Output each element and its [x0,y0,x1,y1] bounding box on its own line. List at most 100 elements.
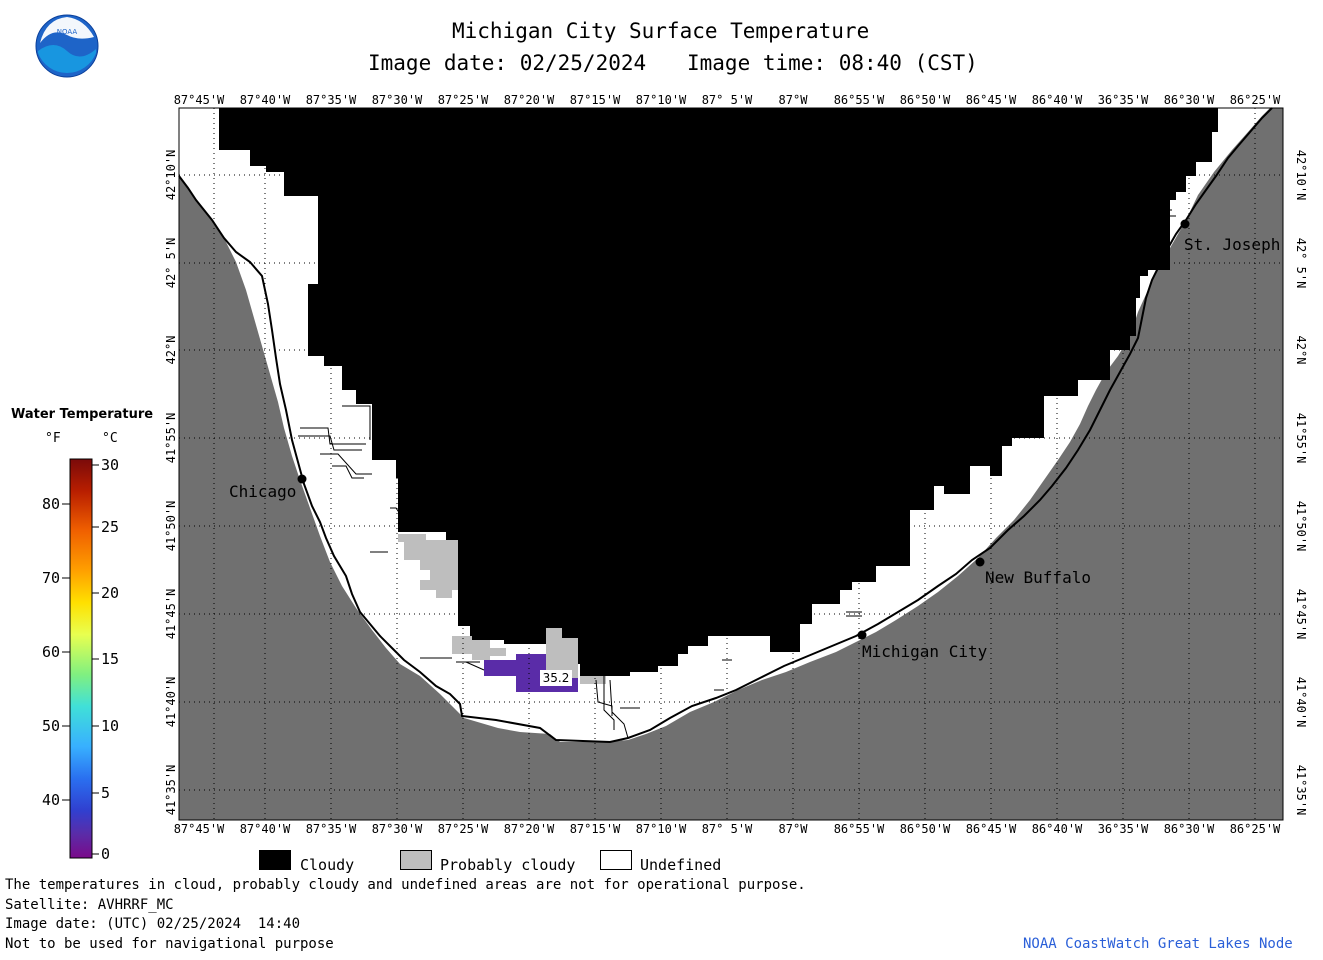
latitude-label-right: 41°55'N [1294,413,1308,464]
coastline-fragments [298,209,1176,739]
longitude-label-bottom: 87°25'W [438,822,489,836]
cloudy-swatch [259,850,291,870]
longitude-label-bottom: 86°45'W [966,822,1017,836]
fahrenheit-tick-label: 70 [42,569,60,587]
city-label-chicago: Chicago [229,482,296,501]
longitude-label-bottom: 87°35'W [306,822,357,836]
longitude-label-top: 36°35'W [1098,93,1149,107]
temperature-reading: 35.2 [543,671,570,685]
longitude-label-bottom: 86°55'W [834,822,885,836]
celsius-tick-label: 30 [101,456,119,474]
longitude-label-top: 86°45'W [966,93,1017,107]
cloudy-label: Cloudy [300,856,355,874]
latitude-label-right: 41°40'N [1294,677,1308,728]
longitude-label-top: 87°W [779,93,809,107]
longitude-label-bottom: 86°40'W [1032,822,1083,836]
michigan-city-marker [857,630,867,640]
longitude-label-top: 87°20'W [504,93,555,107]
celsius-tick-label: 10 [101,717,119,735]
latitude-labels-left: 42°10'N 42° 5'N 42°N 41°55'N 41°50'N 41°45'N 4… [164,150,178,816]
latitude-label-left: 41°35'N [164,765,178,816]
image-date: Image date: 02/25/2024 [368,51,647,75]
undefined-label: Undefined [640,856,722,874]
attribution-link[interactable]: NOAA CoastWatch Great Lakes Node [1023,936,1293,952]
longitude-label-top: 87°15'W [570,93,621,107]
longitude-label-top: 87°40'W [240,93,291,107]
legend-title: Water Temperature [11,407,154,422]
latitude-label-right: 41°50'N [1294,501,1308,552]
longitude-label-top: 87°30'W [372,93,423,107]
celsius-tick-label: 25 [101,518,119,536]
latitude-label-left: 41°50'N [164,501,178,552]
latitude-label-left: 42° 5'N [164,238,178,289]
longitude-label-bottom: 87°15'W [570,822,621,836]
navigation-warning: Not to be used for navigational purpose [5,936,334,952]
longitude-label-bottom: 87°40'W [240,822,291,836]
probably-cloudy-label: Probably cloudy [440,856,576,874]
disclaimer-text: The temperatures in cloud, probably clou… [5,877,806,893]
city-label-new-buffalo: New Buffalo [985,568,1091,587]
longitude-label-bottom: 36°35'W [1098,822,1149,836]
fahrenheit-tick-label: 40 [42,791,60,809]
temp-label-box [540,670,572,686]
celsius-ticks: 30 25 20 15 10 5 0 [92,456,119,863]
longitude-label-bottom: 87°45'W [174,822,225,836]
longitude-label-top: 86°25'W [1230,93,1281,107]
city-label-st-joseph: St. Joseph [1184,235,1280,254]
latitude-label-left: 42°N [164,336,178,365]
longitude-label-top: 86°40'W [1032,93,1083,107]
longitude-label-top: 87°45'W [174,93,225,107]
chicago-marker [297,474,307,484]
new-buffalo-marker [975,557,985,567]
longitude-label-bottom: 86°30'W [1164,822,1215,836]
undefined-swatch [600,850,632,870]
longitude-label-bottom: 87° 5'W [702,822,753,836]
longitude-labels-top: 87°45'W 87°40'W 87°35'W 87°30'W 87°25'W 87°20… [174,93,1281,107]
noaa-logo: NOAA [35,14,99,78]
city-label-michigan-city: Michigan City [862,642,988,661]
latitude-labels-right: 42°10'N 42° 5'N 42°N 41°55'N 41°50'N 41°45'N 4… [1294,150,1308,816]
longitude-label-bottom: 86°50'W [900,822,951,836]
latitude-label-right: 41°35'N [1294,765,1308,816]
longitude-label-bottom: 87°10'W [636,822,687,836]
latitude-label-left: 41°40'N [164,677,178,728]
longitude-label-bottom: 87°30'W [372,822,423,836]
longitude-label-top: 86°55'W [834,93,885,107]
longitude-labels-bottom: 87°45'W 87°40'W 87°35'W 87°30'W 87°25'W 87°20… [174,822,1281,836]
cloudy-region [219,108,1218,676]
longitude-label-top: 87°25'W [438,93,489,107]
celsius-tick-label: 20 [101,584,119,602]
longitude-label-top: 86°50'W [900,93,951,107]
image-time: Image time: 08:40 (CST) [687,51,978,75]
longitude-label-top: 87°10'W [636,93,687,107]
utc-date-text: Image date: (UTC) 02/25/2024 14:40 [5,916,301,932]
longitude-label-top: 87° 5'W [702,93,753,107]
celsius-tick-label: 15 [101,650,119,668]
latitude-label-right: 42°10'N [1294,150,1308,201]
fahrenheit-tick-label: 60 [42,643,60,661]
legend-unit-f: °F [45,431,61,446]
shoreline [178,107,1273,744]
celsius-tick-label: 5 [101,784,110,802]
longitude-label-bottom: 87°W [779,822,809,836]
longitude-label-bottom: 86°25'W [1230,822,1281,836]
longitude-label-top: 86°30'W [1164,93,1215,107]
colorbar-gradient [69,458,93,859]
fahrenheit-ticks: 80 70 60 50 40 [42,495,70,809]
latitude-label-right: 42°N [1294,336,1308,365]
longitude-label-bottom: 87°20'W [504,822,555,836]
graticule [179,108,1283,820]
celsius-tick-label: 0 [101,845,110,863]
satellite-text: Satellite: AVHRRF_MC [5,897,174,913]
latitude-label-left: 41°45'N [164,589,178,640]
fahrenheit-tick-label: 50 [42,717,60,735]
longitude-label-top: 87°35'W [306,93,357,107]
latitude-label-right: 41°45'N [1294,589,1308,640]
probably-cloudy-swatch [400,850,432,870]
latitude-label-left: 42°10'N [164,150,178,201]
fahrenheit-tick-label: 80 [42,495,60,513]
latitude-label-left: 41°55'N [164,413,178,464]
map-title: Michigan City Surface Temperature [452,19,870,43]
